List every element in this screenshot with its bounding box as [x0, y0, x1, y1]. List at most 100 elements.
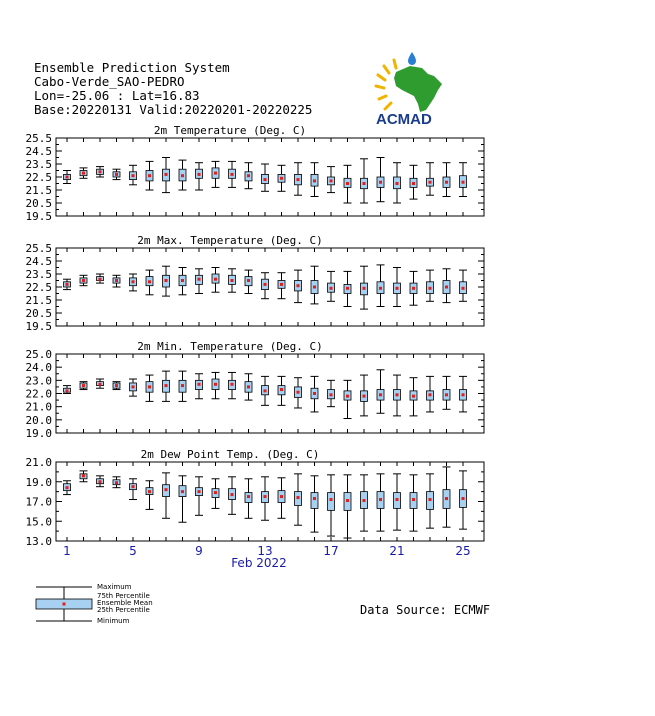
box-day-20 — [376, 264, 385, 307]
mean-marker — [379, 286, 382, 290]
box-day-1 — [63, 278, 71, 291]
mean-marker — [313, 392, 316, 395]
y-tick-label: 20.5 — [26, 197, 53, 210]
box-day-13 — [261, 272, 269, 300]
box-day-6 — [145, 480, 154, 510]
y-tick-label: 22.5 — [26, 171, 53, 184]
legend-label-p25: 25th Percentile — [97, 606, 150, 614]
box-day-7 — [162, 370, 170, 402]
mean-marker — [197, 490, 201, 494]
mean-marker — [65, 282, 69, 286]
mean-marker — [164, 279, 168, 282]
box-day-14 — [277, 272, 286, 300]
y-tick-label: 17.0 — [26, 496, 53, 509]
legend-label-p75: 75th Percentile — [97, 592, 150, 600]
box-day-6 — [145, 269, 154, 296]
panel-title: 2m Min. Temperature (Deg. C) — [137, 340, 322, 353]
box-day-24 — [442, 268, 451, 304]
mean-marker — [395, 286, 399, 290]
box-day-22 — [409, 474, 418, 532]
box-day-24 — [442, 162, 451, 197]
mean-marker — [164, 172, 168, 176]
box-day-5 — [129, 478, 137, 501]
mean-marker — [115, 172, 118, 176]
plot-frame — [55, 461, 485, 542]
box-day-13 — [261, 375, 269, 406]
x-tick-label: 21 — [389, 544, 404, 558]
mean-marker — [412, 182, 415, 185]
x-tick-label: 5 — [129, 544, 137, 558]
mean-marker — [445, 393, 448, 397]
y-tick-label: 21.5 — [26, 294, 53, 307]
acmad-logo: ACMAD — [374, 52, 442, 128]
drop-icon — [408, 52, 416, 65]
box-day-22 — [409, 377, 418, 417]
box-day-16 — [310, 162, 319, 197]
mean-marker — [346, 286, 349, 290]
box-day-2 — [79, 381, 88, 391]
iqr-box — [310, 492, 319, 509]
mean-marker — [280, 388, 283, 392]
mean-marker — [263, 178, 267, 182]
mean-marker — [362, 286, 366, 290]
box-day-17 — [327, 379, 335, 408]
box-day-25 — [459, 162, 467, 197]
box-day-18 — [343, 270, 352, 307]
mean-marker — [395, 498, 399, 502]
box-day-8 — [178, 267, 187, 296]
box-day-5 — [129, 378, 137, 397]
box-day-3 — [96, 166, 104, 178]
panel-4: 2m Dew Point Temp. (Deg. C) 13.0 15.0 17.0 1… — [26, 448, 485, 548]
mean-marker — [412, 394, 415, 398]
mean-marker — [313, 285, 316, 289]
y-tick-label: 23.0 — [26, 374, 53, 387]
box-day-8 — [178, 370, 187, 402]
box-day-18 — [343, 379, 352, 420]
mean-marker — [148, 385, 151, 389]
mean-marker — [280, 495, 283, 499]
mean-marker — [247, 174, 250, 178]
iqr-box — [327, 492, 335, 511]
box-day-3 — [96, 475, 104, 488]
mean-marker — [395, 182, 399, 185]
box-day-16 — [310, 475, 319, 533]
mean-marker — [131, 385, 135, 389]
y-tick-label: 23.5 — [26, 158, 53, 171]
mean-marker — [131, 485, 135, 489]
box-day-3 — [96, 378, 104, 389]
box-day-2 — [79, 167, 88, 179]
x-tick-label: 13 — [257, 544, 272, 558]
box-day-17 — [327, 270, 335, 302]
mean-marker — [98, 382, 102, 386]
y-tick-label: 22.5 — [26, 281, 53, 294]
y-tick-label: 19.0 — [26, 427, 53, 440]
y-tick-label: 19.5 — [26, 210, 53, 223]
mean-marker — [296, 178, 300, 182]
mean-marker — [181, 174, 184, 178]
box-day-5 — [129, 273, 137, 292]
box-day-12 — [244, 373, 253, 401]
mean-marker — [379, 498, 382, 502]
plot-frame — [55, 353, 485, 434]
mean-marker — [428, 498, 432, 502]
box-day-20 — [376, 369, 385, 414]
box-day-20 — [376, 157, 385, 203]
box-day-18 — [343, 474, 352, 539]
mean-marker — [214, 382, 217, 386]
mean-marker — [461, 286, 465, 290]
box-day-9 — [195, 373, 203, 400]
y-tick-label: 24.5 — [26, 145, 53, 158]
panel-1: 2m Temperature (Deg. C)19.520.521.522.52… — [26, 124, 485, 223]
mean-marker — [296, 284, 300, 288]
box-day-19 — [360, 374, 368, 417]
panel-title: 2m Dew Point Temp. (Deg. C) — [141, 448, 320, 461]
box-day-21 — [393, 374, 401, 417]
mean-marker — [346, 394, 349, 398]
box-day-2 — [79, 274, 88, 287]
mean-marker — [329, 393, 333, 397]
mean-marker — [247, 279, 250, 282]
box-day-12 — [244, 478, 253, 519]
box-day-24 — [442, 375, 451, 410]
panel-2: 2m Max. Temperature (Deg. C) 19.520.521.5… — [26, 234, 485, 333]
